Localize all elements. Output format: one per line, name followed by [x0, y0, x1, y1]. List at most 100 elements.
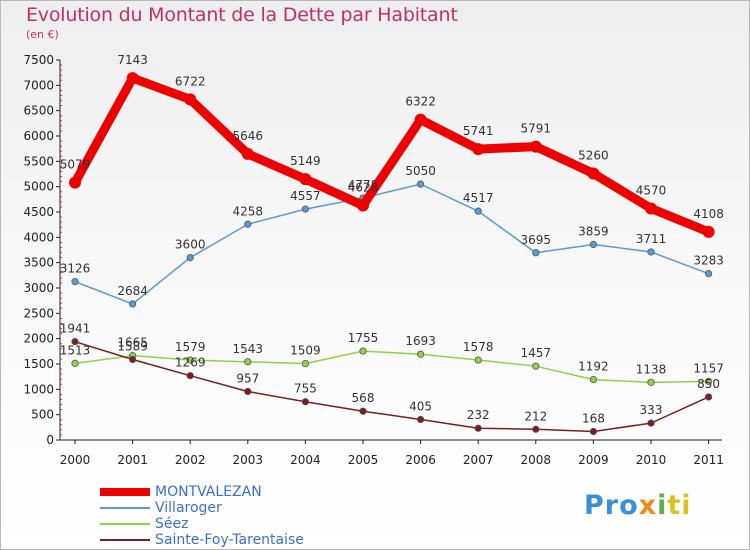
data-label-villaroger: 3711 [636, 232, 667, 246]
y-tick-label: 5500 [23, 154, 54, 168]
data-point-villaroger [301, 205, 309, 213]
data-label-s-ez: 1578 [463, 340, 494, 354]
x-tick-label: 2002 [175, 453, 206, 467]
y-tick-label: 6000 [23, 129, 54, 143]
data-label-sainte-foy-tarentaise: 755 [294, 382, 317, 396]
series-line-montvalezan [70, 73, 714, 237]
data-point-villaroger [532, 249, 540, 257]
data-label-s-ez: 1665 [117, 336, 148, 350]
y-tick-label: 3000 [23, 281, 54, 295]
data-point-villaroger [589, 240, 598, 249]
data-label-montvalezan: 6322 [405, 95, 436, 109]
data-label-sainte-foy-tarentaise: 212 [524, 409, 547, 423]
y-tick-label: 500 [31, 408, 54, 422]
data-label-sainte-foy-tarentaise: 957 [236, 372, 259, 386]
data-label-s-ez: 1509 [290, 344, 321, 358]
data-label-sainte-foy-tarentaise: 568 [352, 391, 375, 405]
data-label-villaroger: 3600 [175, 238, 206, 252]
legend-label: MONTVALEZAN [155, 484, 262, 500]
data-point-sainte-foy-tarentaise [186, 372, 194, 380]
data-label-sainte-foy-tarentaise: 333 [640, 403, 663, 417]
y-tick-label: 7500 [23, 53, 54, 67]
data-point-s-ez [244, 358, 252, 366]
y-tick-label: 2500 [23, 306, 54, 320]
data-point-sainte-foy-tarentaise [416, 415, 425, 424]
y-tick-label: 0 [46, 433, 54, 447]
data-label-s-ez: 1543 [233, 342, 264, 356]
data-label-villaroger: 4258 [233, 204, 264, 218]
data-point-s-ez [416, 350, 425, 358]
y-tick-label: 5000 [23, 180, 54, 194]
data-point-sainte-foy-tarentaise [359, 407, 367, 415]
data-point-villaroger [244, 220, 252, 228]
data-point-s-ez [704, 377, 713, 385]
data-point-sainte-foy-tarentaise [474, 424, 482, 432]
data-label-villaroger: 5050 [405, 164, 436, 178]
series-line-s-ez [74, 350, 710, 384]
chart-unit-label: (en €) [26, 28, 59, 41]
data-point-villaroger [474, 207, 482, 215]
data-point-villaroger [647, 248, 655, 256]
legend-item: MONTVALEZAN [100, 484, 360, 500]
data-point-montvalezan [472, 143, 485, 156]
legend-swatch [100, 539, 150, 541]
data-label-s-ez: 1693 [405, 334, 436, 348]
data-point-montvalezan [645, 202, 657, 215]
data-label-villaroger: 3283 [693, 254, 724, 268]
data-label-s-ez: 1513 [60, 343, 91, 357]
data-point-villaroger [71, 278, 79, 286]
x-tick-label: 2001 [117, 453, 148, 467]
data-point-montvalezan [357, 199, 369, 212]
y-tick-label: 6500 [23, 104, 54, 118]
data-label-s-ez: 1579 [175, 340, 206, 354]
legend-label: Séez [155, 516, 189, 532]
y-tick-label: 7000 [23, 78, 54, 92]
x-tick-label: 2006 [405, 453, 436, 467]
data-point-s-ez [71, 359, 79, 367]
x-tick-label: 2004 [290, 453, 321, 467]
x-tick-label: 2008 [521, 453, 552, 467]
data-label-sainte-foy-tarentaise: 1589 [117, 339, 148, 353]
chart-legend: MONTVALEZAN Villaroger Séez Sainte-Foy-Tare… [100, 484, 360, 548]
legend-swatch [100, 507, 150, 509]
data-point-sainte-foy-tarentaise [532, 425, 540, 433]
legend-swatch [100, 523, 150, 525]
data-point-s-ez [186, 356, 194, 364]
y-tick-label: 4500 [23, 205, 54, 219]
data-point-villaroger [186, 254, 194, 262]
x-tick-label: 2011 [693, 453, 724, 467]
y-tick-label: 4000 [23, 230, 54, 244]
data-label-villaroger: 4557 [290, 189, 321, 203]
legend-label: Sainte-Foy-Tarentaise [155, 532, 304, 548]
y-tick-label: 1500 [23, 357, 54, 371]
data-label-montvalezan: 5260 [578, 148, 609, 162]
legend-swatch [100, 488, 150, 496]
data-label-villaroger: 4517 [463, 191, 494, 205]
x-tick-label: 2007 [463, 453, 494, 467]
legend-label: Villaroger [155, 500, 222, 516]
data-label-sainte-foy-tarentaise: 1269 [175, 356, 206, 370]
data-label-montvalezan: 4570 [636, 183, 667, 197]
data-label-montvalezan: 7143 [117, 53, 148, 67]
x-tick-label: 2009 [578, 453, 609, 467]
data-point-montvalezan [126, 72, 139, 85]
data-label-sainte-foy-tarentaise: 1941 [60, 322, 91, 336]
data-point-s-ez [532, 362, 540, 370]
data-label-s-ez: 1755 [348, 331, 379, 345]
data-point-montvalezan [184, 93, 197, 106]
data-label-montvalezan: 5646 [233, 129, 264, 143]
data-point-sainte-foy-tarentaise [647, 419, 655, 427]
data-label-montvalezan: 5149 [290, 154, 321, 168]
y-tick-label: 2000 [23, 332, 54, 346]
data-label-s-ez: 1457 [521, 346, 552, 360]
data-point-sainte-foy-tarentaise [129, 355, 137, 364]
data-label-sainte-foy-tarentaise: 405 [409, 399, 432, 413]
data-label-s-ez: 1192 [578, 360, 609, 374]
data-label-montvalezan: 6722 [175, 74, 206, 88]
data-point-s-ez [589, 376, 598, 384]
data-point-sainte-foy-tarentaise [301, 398, 309, 406]
data-point-sainte-foy-tarentaise [71, 338, 79, 346]
data-point-s-ez [359, 347, 367, 355]
series-line-villaroger [74, 183, 710, 305]
data-label-s-ez: 1157 [693, 361, 724, 375]
